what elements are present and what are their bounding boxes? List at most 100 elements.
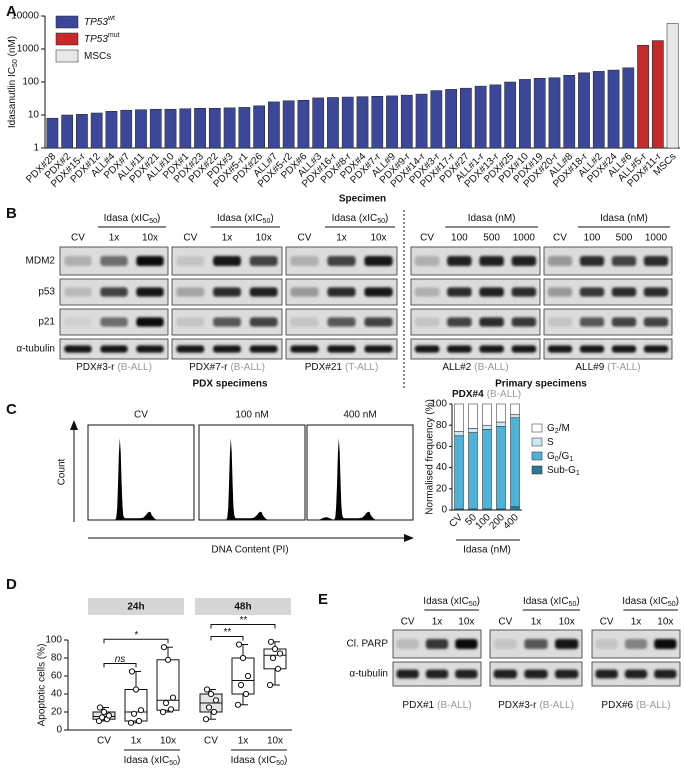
blot-band <box>213 255 241 267</box>
group-header-part: Idasa (xIC <box>332 213 378 224</box>
blot-band <box>511 255 537 267</box>
lane-label: CV <box>298 233 312 244</box>
group-label-name: PDX#3-r <box>498 700 537 711</box>
bar <box>563 75 576 149</box>
lane-label: CV <box>71 233 85 244</box>
blot-band <box>290 255 319 267</box>
blot-band <box>327 287 356 297</box>
bar-segment <box>454 403 464 432</box>
y-axis-label-part: Idasanutlin IC <box>7 67 18 128</box>
lane-label: CV <box>553 233 567 244</box>
blot-band <box>249 287 278 297</box>
blot-band <box>64 287 92 297</box>
point <box>276 650 284 657</box>
blot-band <box>479 287 504 297</box>
legend-label-part: Sub-G <box>547 465 576 476</box>
blot-band <box>447 255 472 267</box>
bar <box>651 40 664 149</box>
bar <box>415 93 428 149</box>
significance-label: ** <box>239 615 248 626</box>
y-tick-label: 80 <box>436 420 448 431</box>
group-header-part: 50 <box>377 218 385 225</box>
blot-band <box>524 669 548 679</box>
y-tick-label: 0 <box>56 725 62 736</box>
lane-label: 1x <box>631 617 642 628</box>
bar-segment <box>454 431 464 437</box>
point <box>159 708 167 716</box>
significance-bracket <box>103 663 137 668</box>
row-label: MDM2 <box>26 256 56 267</box>
bar <box>637 44 649 149</box>
legend-swatch <box>531 451 543 461</box>
legend-label-part: 0 <box>555 456 559 463</box>
point <box>98 714 106 721</box>
group-label-name: PDX#6 <box>601 700 633 711</box>
point <box>207 690 215 698</box>
group-header: Idasa (xIC50) <box>217 213 274 226</box>
legend-label-part: /M <box>559 423 570 434</box>
bar <box>164 108 177 149</box>
point <box>235 641 243 648</box>
title-name: PDX#4 <box>452 389 484 400</box>
y-tick-label: 80 <box>51 653 63 664</box>
y-tick-label: 20 <box>436 483 448 494</box>
blot-band <box>493 638 517 650</box>
x-tick-label: 10x <box>160 736 176 747</box>
lane-label: 1x <box>222 233 233 244</box>
histogram-title: 400 nM <box>343 410 376 421</box>
blot-band <box>213 345 241 353</box>
group-header-part: Idasa (nM) <box>468 213 516 224</box>
y-tick-label: 100 <box>22 77 39 88</box>
bar <box>430 90 443 149</box>
point <box>203 686 211 693</box>
point <box>130 710 138 717</box>
lane-label: 10x <box>256 233 272 244</box>
y-tick-label: 20 <box>51 707 63 718</box>
blot-band <box>327 345 356 353</box>
bar <box>504 81 517 149</box>
x-tick-label: CV <box>204 736 218 747</box>
group-header-part: ) <box>676 596 679 607</box>
group-label-name: PDX#21 <box>305 362 343 373</box>
blot-band <box>547 255 573 267</box>
blot-band <box>447 317 472 327</box>
blot-band <box>611 345 637 353</box>
blot-band <box>100 317 128 327</box>
row-label: p21 <box>38 317 55 328</box>
blot-band <box>425 638 449 650</box>
x-group-label-part: 50 <box>169 760 177 767</box>
y-tick-label: 10000 <box>11 11 39 22</box>
group-header-part: 50 <box>149 218 157 225</box>
group-header: 48h <box>234 602 251 613</box>
group-header-part: Idasa (xIC <box>622 596 668 607</box>
bar <box>312 97 325 149</box>
bar-segment <box>468 432 478 510</box>
blot-band <box>511 317 537 327</box>
blot-band <box>547 317 573 327</box>
legend-swatch <box>55 15 79 29</box>
x-group-label-part: ) <box>177 755 180 766</box>
bar <box>268 101 280 149</box>
bar <box>592 71 605 149</box>
blot-band <box>654 669 677 679</box>
significance-bracket <box>210 636 244 641</box>
legend-label-part: TP53 <box>84 34 108 45</box>
legend-label: Sub-G1 <box>547 465 580 478</box>
bar <box>622 67 635 149</box>
lane-label: 10x <box>559 617 575 628</box>
group-label: ALL#9 (T-ALL) <box>575 362 640 373</box>
chart-title: PDX#4 (B-ALL) <box>452 389 521 400</box>
bar <box>194 108 206 149</box>
bar <box>90 112 103 149</box>
legend-label: TP53wt <box>84 15 115 27</box>
group-label-type: (T-ALL) <box>607 362 640 373</box>
x-tick-label: 400 <box>501 512 521 532</box>
legend-label: G0/G1 <box>547 451 573 464</box>
legend-swatch <box>55 49 79 63</box>
blot-band <box>624 638 648 650</box>
point <box>271 645 279 653</box>
point <box>202 716 210 723</box>
x-axis-label: DNA Content (PI) <box>211 545 288 556</box>
bar <box>386 95 398 149</box>
